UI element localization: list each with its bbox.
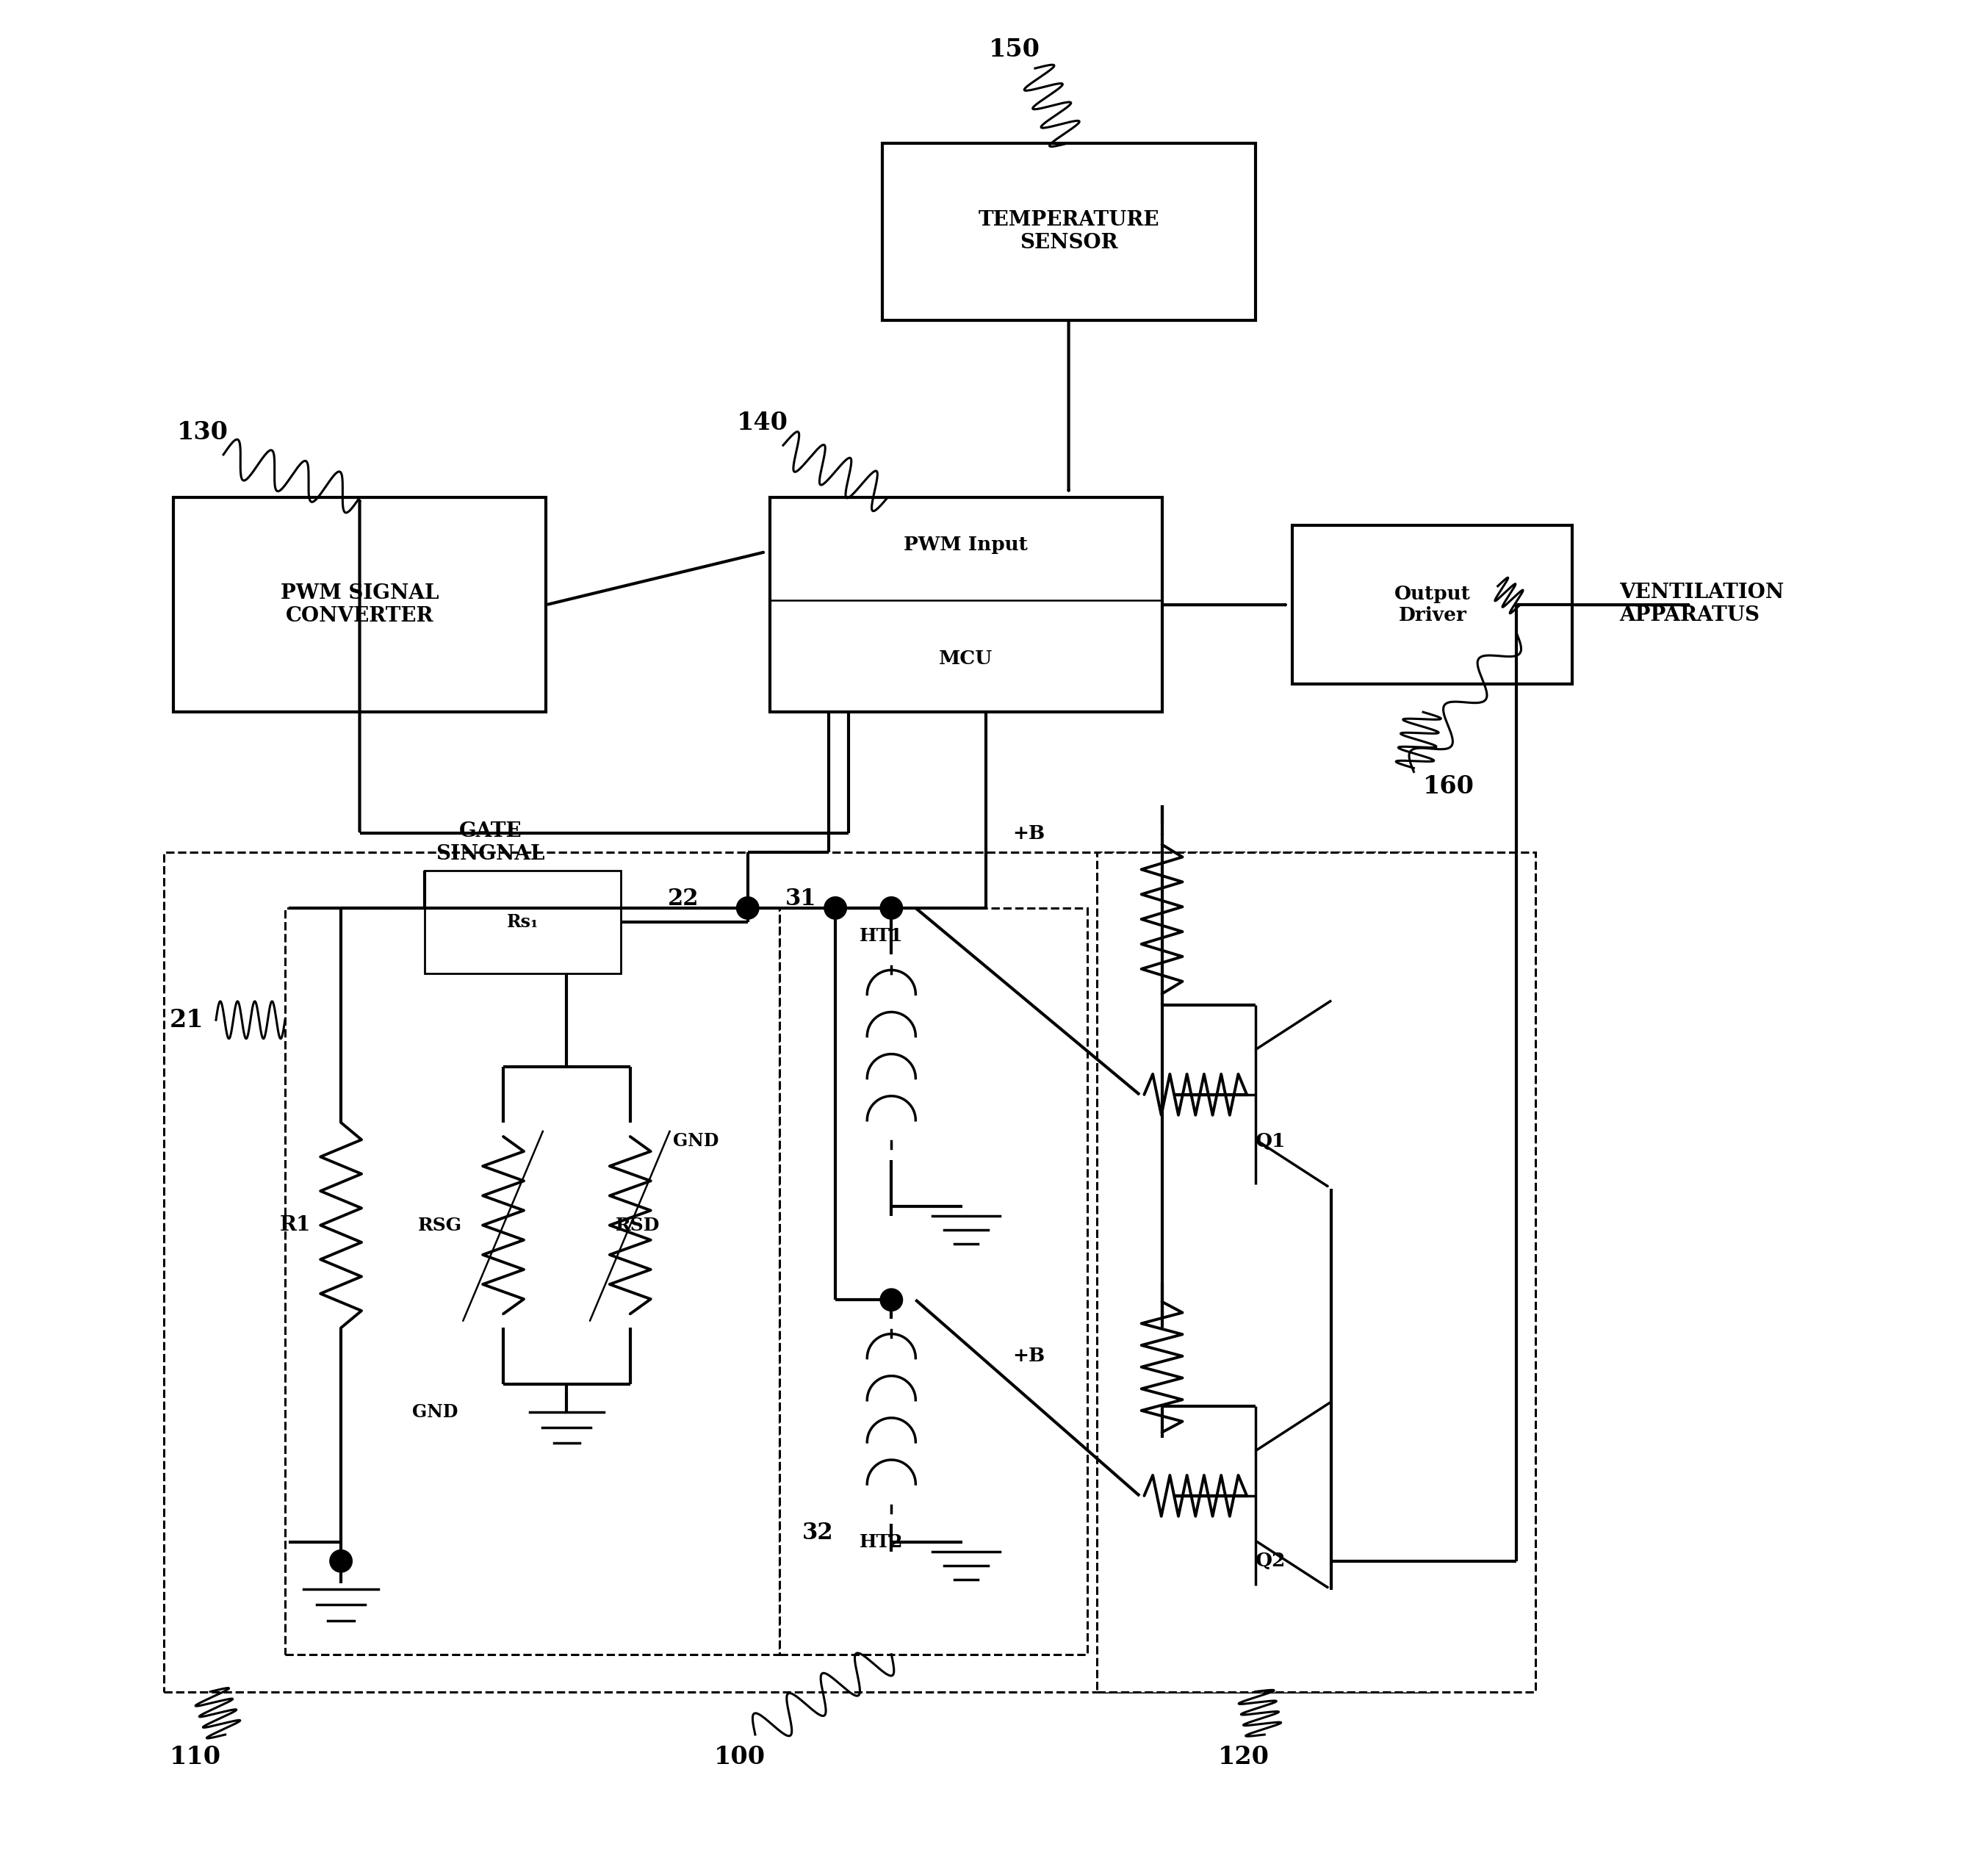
Text: Output
Driver: Output Driver — [1394, 584, 1471, 625]
Text: GATE
SINGNAL: GATE SINGNAL — [435, 822, 545, 865]
Text: PWM SIGNAL
CONVERTER: PWM SIGNAL CONVERTER — [280, 584, 439, 627]
Text: 150: 150 — [988, 37, 1040, 62]
Circle shape — [881, 897, 903, 919]
Circle shape — [736, 897, 759, 919]
Text: 110: 110 — [169, 1745, 221, 1769]
Circle shape — [825, 897, 847, 919]
Bar — [1292, 526, 1573, 683]
Text: HT1: HT1 — [859, 927, 903, 945]
Text: PWM Input: PWM Input — [905, 535, 1028, 554]
Text: 160: 160 — [1423, 775, 1475, 799]
Text: 31: 31 — [785, 887, 817, 910]
Text: GND: GND — [674, 1133, 720, 1149]
Text: Q1: Q1 — [1254, 1133, 1286, 1151]
Circle shape — [881, 1288, 903, 1310]
Text: RSD: RSD — [614, 1217, 660, 1234]
Text: MCU: MCU — [938, 650, 992, 668]
Text: Rs₁: Rs₁ — [507, 914, 539, 930]
Bar — [883, 142, 1254, 320]
Text: HT2: HT2 — [859, 1533, 903, 1552]
Text: VENTILATION
APPARATUS: VENTILATION APPARATUS — [1618, 582, 1783, 625]
Text: Q2: Q2 — [1254, 1552, 1286, 1571]
Bar — [779, 908, 1087, 1655]
Text: 100: 100 — [714, 1745, 765, 1769]
Bar — [1097, 852, 1535, 1692]
Text: R1: R1 — [280, 1215, 310, 1236]
Bar — [425, 870, 620, 973]
Bar — [173, 498, 547, 711]
Bar — [769, 498, 1161, 711]
Text: 140: 140 — [736, 410, 787, 434]
Bar — [163, 852, 1433, 1692]
Text: 130: 130 — [177, 419, 229, 444]
Bar — [284, 908, 779, 1655]
Text: RSG: RSG — [417, 1217, 463, 1234]
Text: +B: +B — [1012, 824, 1046, 842]
Text: GND: GND — [412, 1402, 457, 1421]
Circle shape — [330, 1550, 352, 1572]
Text: 21: 21 — [169, 1007, 203, 1031]
Text: 22: 22 — [668, 887, 700, 910]
Text: TEMPERATURE
SENSOR: TEMPERATURE SENSOR — [978, 210, 1159, 253]
Text: +B: +B — [1012, 1346, 1046, 1365]
Text: 32: 32 — [801, 1522, 833, 1544]
Text: 120: 120 — [1219, 1745, 1268, 1769]
